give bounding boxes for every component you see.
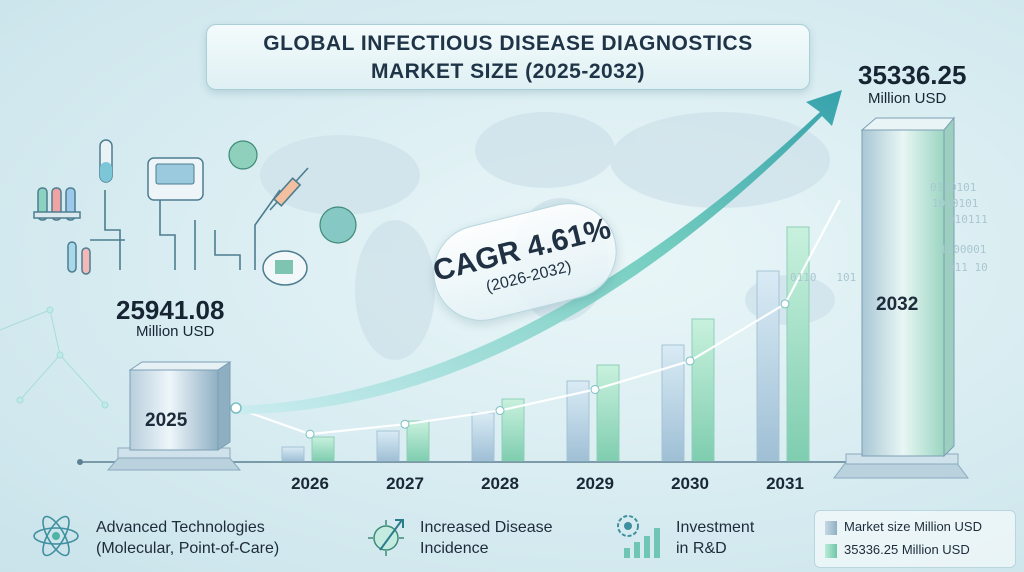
trend-point-2027 xyxy=(400,419,410,429)
binary-text-2: 1010101 xyxy=(932,197,979,210)
trend-point-2026 xyxy=(305,429,315,439)
trend-line xyxy=(235,199,841,436)
bar-2028-green xyxy=(501,398,525,462)
bar-label-2032: 2032 xyxy=(876,294,919,315)
trend-point-2029 xyxy=(590,384,600,394)
gear-chart-icon xyxy=(617,515,660,558)
trend-point-2028 xyxy=(495,406,505,416)
bar-2027-blue xyxy=(376,430,400,462)
bar-2028-blue xyxy=(471,412,495,462)
binary-text-3: 010111 xyxy=(948,213,988,226)
feature-3-line-1: Investment xyxy=(676,519,755,536)
legend-item-2: 35336.25 Million USD xyxy=(825,542,970,558)
test-tube-rack-icon xyxy=(33,187,81,221)
feature-2-line-1: Increased Disease xyxy=(420,519,553,536)
bar-2025 xyxy=(106,361,242,471)
trend-point-2031 xyxy=(780,299,790,309)
feature-1-line-1: Advanced Technologies xyxy=(96,519,265,536)
feature-3-line-2: in R&D xyxy=(676,540,727,557)
bar-label-2025: 2025 xyxy=(145,410,188,431)
bar-2031-green xyxy=(786,226,810,462)
x-tick-label-2029: 2029 xyxy=(576,474,614,493)
bar-2029-green xyxy=(596,364,620,462)
chart-legend: Market size Million USD 35336.25 Million… xyxy=(814,510,1016,568)
start-value: 25941.08 xyxy=(116,295,225,325)
end-value: 35336.25 xyxy=(858,60,967,90)
bar-2027-green xyxy=(406,420,430,462)
legend-label-1: Market size Million USD xyxy=(844,519,982,534)
bar-2029-blue xyxy=(566,380,590,462)
virus-icon xyxy=(228,140,357,244)
bar-2030-blue xyxy=(661,344,685,462)
small-tubes-icon xyxy=(67,241,91,275)
legend-swatch-1 xyxy=(825,520,837,535)
feature-1-line-2: (Molecular, Point-of-Care) xyxy=(96,540,280,557)
title-line-2: MARKET SIZE (2025-2032) xyxy=(370,60,646,83)
x-tick-label-2030: 2030 xyxy=(671,474,709,493)
bar-2031-blue xyxy=(756,270,780,462)
x-axis-start-dot xyxy=(77,459,83,465)
x-tick-label-2026: 2026 xyxy=(291,474,329,493)
binary-text-5: 0110 101 xyxy=(790,271,857,284)
end-unit: Million USD xyxy=(868,90,947,107)
sensor-chip-icon xyxy=(262,250,308,286)
x-tick-label-2027: 2027 xyxy=(386,474,424,493)
test-tube-icon xyxy=(99,139,113,183)
legend-item-1: Market size Million USD xyxy=(825,519,982,535)
virus-trend-icon xyxy=(368,519,404,556)
legend-swatch-2 xyxy=(825,543,837,558)
medical-icons-cluster xyxy=(33,139,357,286)
atom-icon xyxy=(33,515,79,557)
binary-text-1: 0110101 xyxy=(930,181,977,194)
start-unit: Million USD xyxy=(136,323,215,340)
binary-text-4: 1100001 xyxy=(940,243,987,256)
legend-label-2: 35336.25 Million USD xyxy=(844,542,970,557)
bar-2030-green xyxy=(691,318,715,462)
bar-2026-green xyxy=(311,436,335,462)
trend-point-2030 xyxy=(685,356,695,366)
arrow-start-dot xyxy=(230,402,242,414)
x-tick-label-2028: 2028 xyxy=(481,474,519,493)
bar-2026-blue xyxy=(281,446,305,462)
feature-2-line-2: Incidence xyxy=(420,540,489,557)
bar-2032 xyxy=(833,116,969,479)
syringe-icon xyxy=(269,167,309,211)
chart-title: GLOBAL INFECTIOUS DISEASE DIAGNOSTICS MA… xyxy=(206,24,810,90)
network-lines xyxy=(0,306,109,409)
x-tick-label-2031: 2031 xyxy=(766,474,804,493)
binary-text-6: 011 10 xyxy=(948,261,988,274)
pcr-machine-icon xyxy=(147,157,204,201)
title-line-1: GLOBAL INFECTIOUS DISEASE DIAGNOSTICS xyxy=(263,32,753,55)
